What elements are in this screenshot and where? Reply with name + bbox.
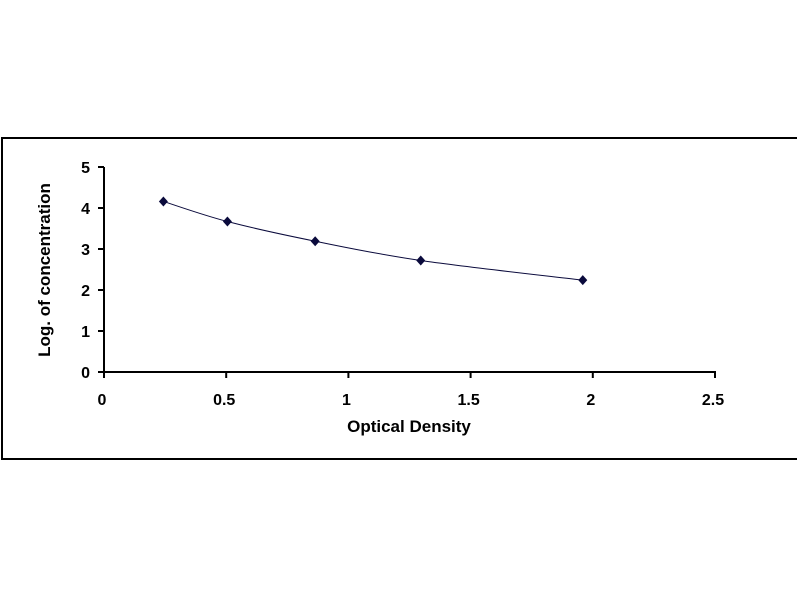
fit-curve xyxy=(163,200,583,281)
x-tick-label: 1.5 xyxy=(457,392,479,409)
data-point-diamond xyxy=(578,275,588,286)
data-points xyxy=(158,196,588,286)
y-tick-label: 4 xyxy=(81,201,90,218)
x-tick-label: 1 xyxy=(342,392,351,409)
data-point-diamond xyxy=(310,236,320,247)
y-tick-label: 1 xyxy=(81,324,90,341)
tick-labels: 0 1 2 3 4 5 0 0.5 1 1.5 2 2.5 xyxy=(81,160,724,409)
x-tick-label: 0.5 xyxy=(213,392,235,409)
y-tick-label: 5 xyxy=(81,160,90,177)
x-tick-label: 0 xyxy=(98,392,107,409)
data-point-diamond xyxy=(158,196,168,207)
y-tick-label: 0 xyxy=(81,365,90,382)
x-axis-label: Optical Density xyxy=(347,417,471,436)
y-tick-label: 2 xyxy=(81,283,90,300)
data-point-diamond xyxy=(222,216,232,227)
x-tick-label: 2.5 xyxy=(702,392,724,409)
y-axis-label: Log. of concentration xyxy=(35,183,54,357)
axes xyxy=(98,166,716,378)
chart-frame xyxy=(1,137,797,460)
x-tick-label: 2 xyxy=(586,392,595,409)
data-point-diamond xyxy=(416,255,426,266)
y-tick-label: 3 xyxy=(81,242,90,259)
